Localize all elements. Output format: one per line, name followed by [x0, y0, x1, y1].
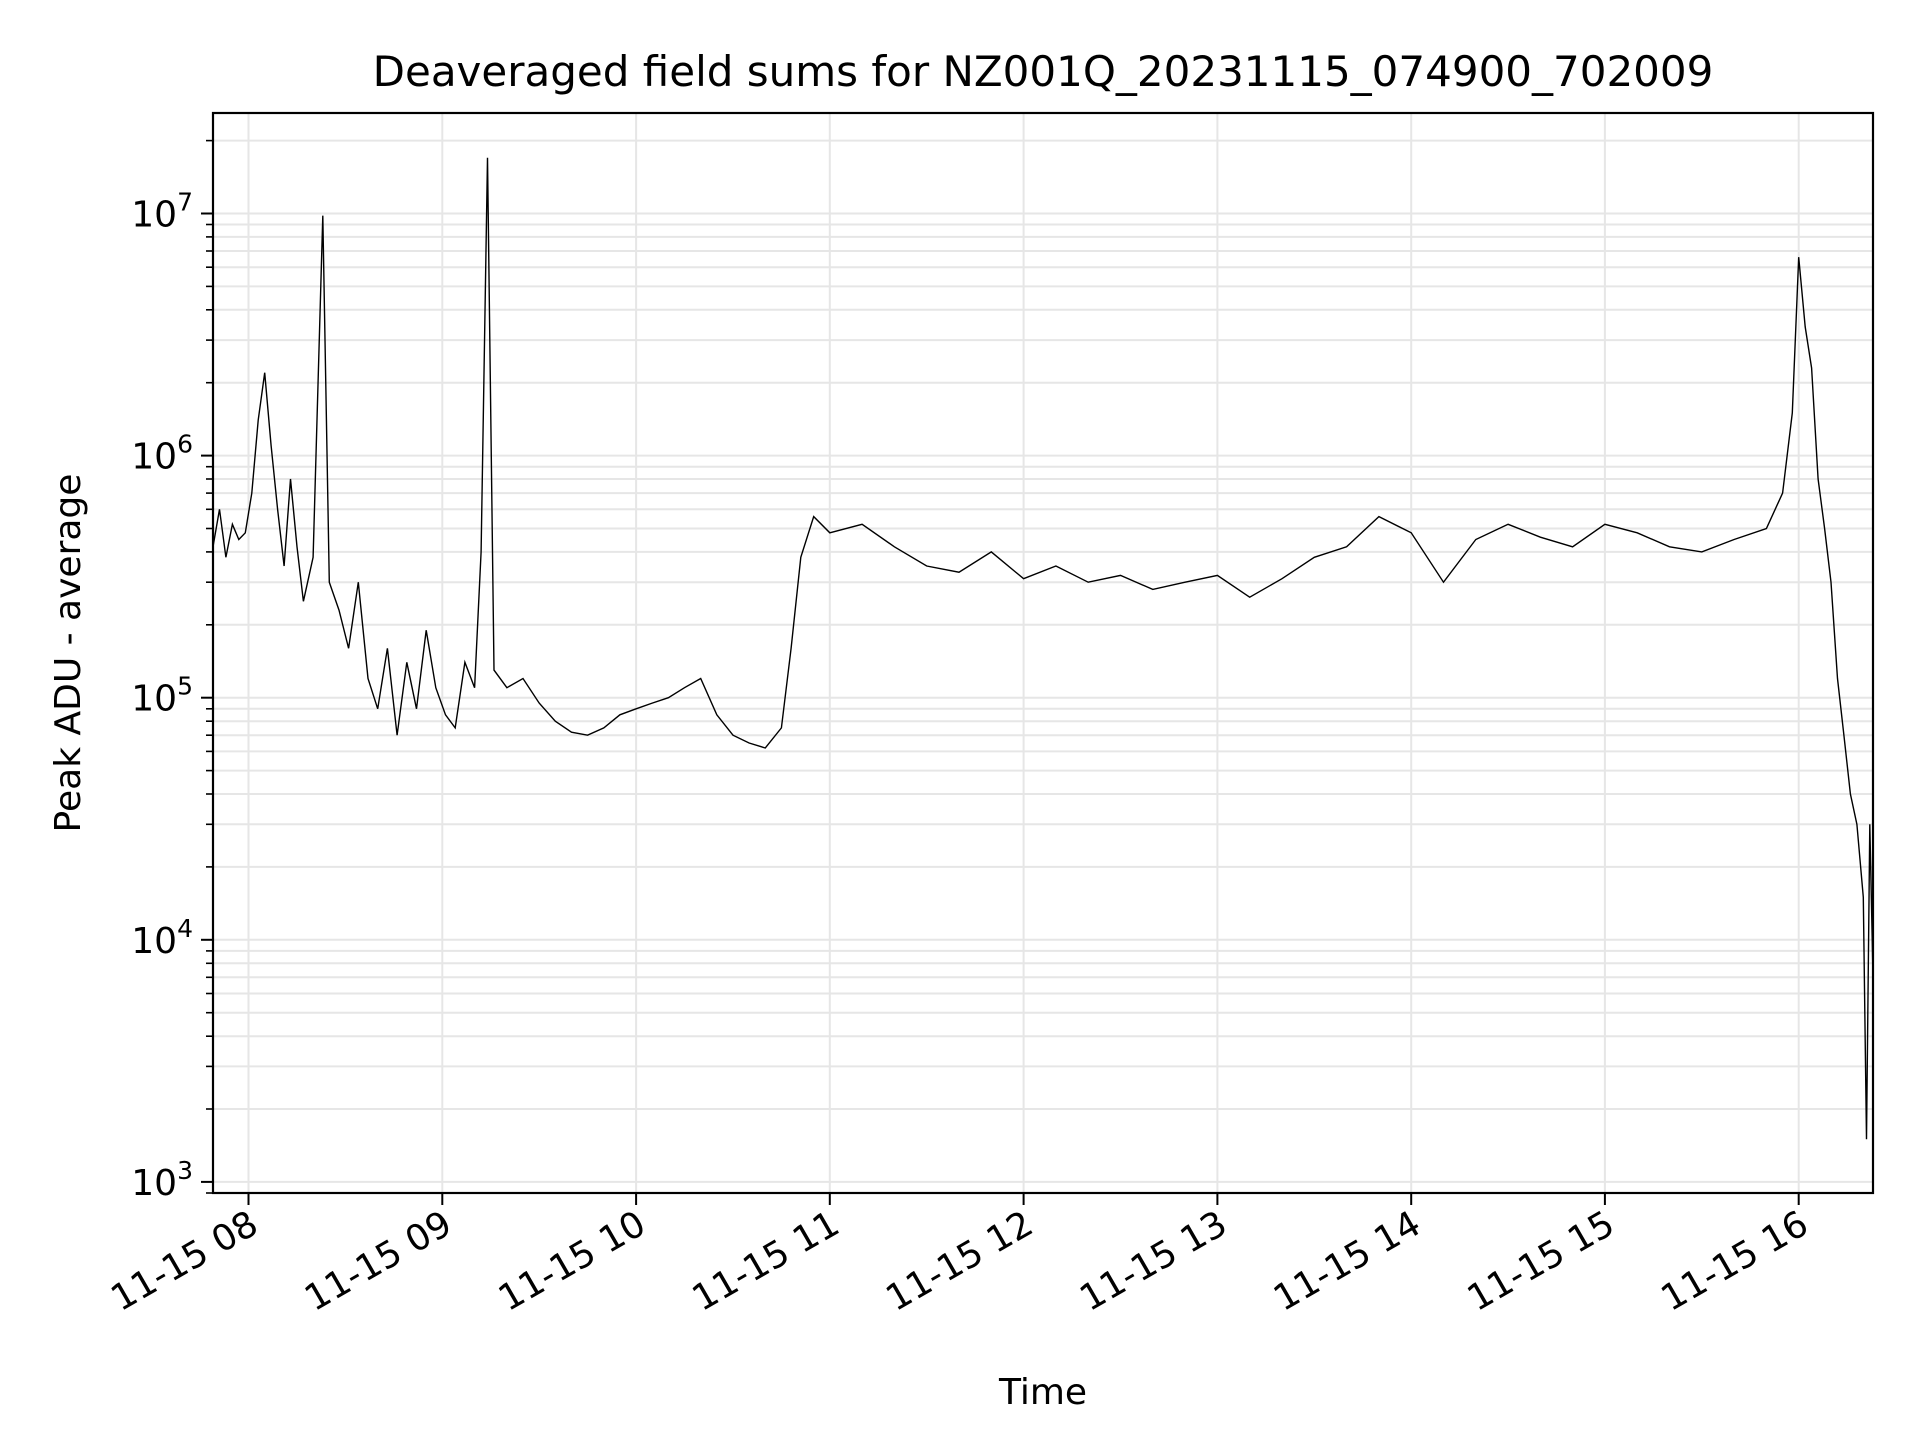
y-tick-label: 103: [131, 1156, 193, 1204]
y-tick-label: 107: [131, 188, 193, 236]
plot-frame: [211, 111, 1875, 1195]
series-layer: [212, 157, 1874, 1140]
series-line-0: [212, 157, 1874, 1140]
chart-title: Deaveraged field sums for NZ001Q_2023111…: [373, 47, 1714, 96]
y-tick-label: 106: [131, 430, 193, 478]
x-axis-label: Time: [998, 1372, 1087, 1413]
y-tick-label: 104: [131, 914, 193, 962]
y-axis-label: Peak ADU - average: [48, 474, 89, 833]
y-tick-label: 105: [131, 672, 193, 720]
grid-lines: [213, 113, 1873, 1194]
